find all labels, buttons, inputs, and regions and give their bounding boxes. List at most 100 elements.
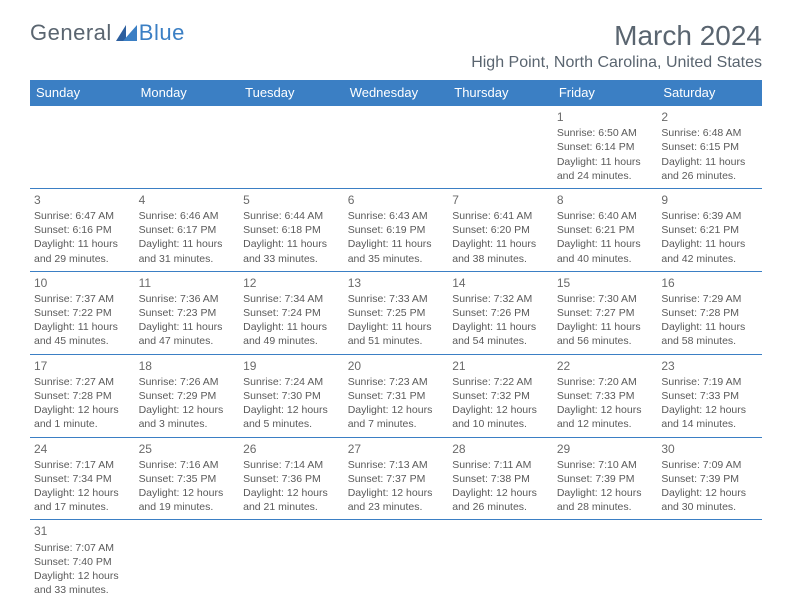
sunset-line: Sunset: 7:34 PM: [34, 472, 131, 486]
calendar-row: 17Sunrise: 7:27 AMSunset: 7:28 PMDayligh…: [30, 354, 762, 437]
day-number: 15: [557, 275, 654, 291]
logo-text-2: Blue: [139, 20, 185, 46]
day-number: 2: [661, 109, 758, 125]
day-cell: 19Sunrise: 7:24 AMSunset: 7:30 PMDayligh…: [239, 354, 344, 437]
daylight-line: Daylight: 12 hours and 21 minutes.: [243, 486, 340, 514]
day-cell: 8Sunrise: 6:40 AMSunset: 6:21 PMDaylight…: [553, 188, 658, 271]
daylight-line: Daylight: 11 hours and 54 minutes.: [452, 320, 549, 348]
daylight-line: Daylight: 11 hours and 42 minutes.: [661, 237, 758, 265]
day-cell: 23Sunrise: 7:19 AMSunset: 7:33 PMDayligh…: [657, 354, 762, 437]
day-cell: 13Sunrise: 7:33 AMSunset: 7:25 PMDayligh…: [344, 271, 449, 354]
day-number: 25: [139, 441, 236, 457]
sunset-line: Sunset: 7:39 PM: [557, 472, 654, 486]
day-number: 24: [34, 441, 131, 457]
sunset-line: Sunset: 7:28 PM: [34, 389, 131, 403]
day-number: 22: [557, 358, 654, 374]
calendar-row: 31Sunrise: 7:07 AMSunset: 7:40 PMDayligh…: [30, 520, 762, 602]
sunset-line: Sunset: 7:30 PM: [243, 389, 340, 403]
daylight-line: Daylight: 11 hours and 38 minutes.: [452, 237, 549, 265]
day-number: 8: [557, 192, 654, 208]
sunset-line: Sunset: 6:17 PM: [139, 223, 236, 237]
sunset-line: Sunset: 6:19 PM: [348, 223, 445, 237]
sunrise-line: Sunrise: 7:09 AM: [661, 458, 758, 472]
day-cell: 27Sunrise: 7:13 AMSunset: 7:37 PMDayligh…: [344, 437, 449, 520]
sunset-line: Sunset: 6:20 PM: [452, 223, 549, 237]
empty-cell: [344, 106, 449, 189]
day-number: 20: [348, 358, 445, 374]
sunrise-line: Sunrise: 7:13 AM: [348, 458, 445, 472]
empty-cell: [448, 106, 553, 189]
empty-cell: [239, 106, 344, 189]
sunrise-line: Sunrise: 6:41 AM: [452, 209, 549, 223]
day-cell: 26Sunrise: 7:14 AMSunset: 7:36 PMDayligh…: [239, 437, 344, 520]
day-number: 26: [243, 441, 340, 457]
sunrise-line: Sunrise: 7:10 AM: [557, 458, 654, 472]
sunset-line: Sunset: 7:36 PM: [243, 472, 340, 486]
sunset-line: Sunset: 7:28 PM: [661, 306, 758, 320]
day-number: 11: [139, 275, 236, 291]
empty-cell: [553, 520, 658, 602]
sunrise-line: Sunrise: 6:46 AM: [139, 209, 236, 223]
empty-cell: [239, 520, 344, 602]
daylight-line: Daylight: 12 hours and 12 minutes.: [557, 403, 654, 431]
sunrise-line: Sunrise: 7:26 AM: [139, 375, 236, 389]
calendar-header-row: SundayMondayTuesdayWednesdayThursdayFrid…: [30, 80, 762, 106]
day-cell: 30Sunrise: 7:09 AMSunset: 7:39 PMDayligh…: [657, 437, 762, 520]
day-cell: 22Sunrise: 7:20 AMSunset: 7:33 PMDayligh…: [553, 354, 658, 437]
sunrise-line: Sunrise: 7:11 AM: [452, 458, 549, 472]
day-cell: 28Sunrise: 7:11 AMSunset: 7:38 PMDayligh…: [448, 437, 553, 520]
sunrise-line: Sunrise: 6:50 AM: [557, 126, 654, 140]
sunset-line: Sunset: 6:21 PM: [557, 223, 654, 237]
sunset-line: Sunset: 7:26 PM: [452, 306, 549, 320]
sunset-line: Sunset: 7:29 PM: [139, 389, 236, 403]
day-cell: 15Sunrise: 7:30 AMSunset: 7:27 PMDayligh…: [553, 271, 658, 354]
day-number: 16: [661, 275, 758, 291]
day-cell: 31Sunrise: 7:07 AMSunset: 7:40 PMDayligh…: [30, 520, 135, 602]
title-block: March 2024 High Point, North Carolina, U…: [471, 20, 762, 72]
day-cell: 5Sunrise: 6:44 AMSunset: 6:18 PMDaylight…: [239, 188, 344, 271]
day-number: 3: [34, 192, 131, 208]
day-number: 10: [34, 275, 131, 291]
sunrise-line: Sunrise: 7:34 AM: [243, 292, 340, 306]
location-subtitle: High Point, North Carolina, United State…: [471, 54, 762, 72]
day-number: 9: [661, 192, 758, 208]
calendar-row: 10Sunrise: 7:37 AMSunset: 7:22 PMDayligh…: [30, 271, 762, 354]
calendar-row: 3Sunrise: 6:47 AMSunset: 6:16 PM Daylight…: [30, 188, 762, 271]
day-cell: 17Sunrise: 7:27 AMSunset: 7:28 PMDayligh…: [30, 354, 135, 437]
sunrise-line: Sunrise: 7:20 AM: [557, 375, 654, 389]
day-number: 5: [243, 192, 340, 208]
sunrise-line: Sunrise: 6:47 AM: [34, 209, 131, 223]
day-cell: 29Sunrise: 7:10 AMSunset: 7:39 PMDayligh…: [553, 437, 658, 520]
empty-cell: [135, 106, 240, 189]
calendar-body: 1Sunrise: 6:50 AMSunset: 6:14 PMDaylight…: [30, 106, 762, 603]
logo: General Blue: [30, 20, 185, 46]
daylight-line: Daylight: 12 hours and 30 minutes.: [661, 486, 758, 514]
weekday-header: Thursday: [448, 80, 553, 106]
day-cell: 9Sunrise: 6:39 AMSunset: 6:21 PMDaylight…: [657, 188, 762, 271]
sunrise-line: Sunrise: 6:48 AM: [661, 126, 758, 140]
day-number: 19: [243, 358, 340, 374]
weekday-header: Wednesday: [344, 80, 449, 106]
day-cell: 14Sunrise: 7:32 AMSunset: 7:26 PMDayligh…: [448, 271, 553, 354]
day-cell: 20Sunrise: 7:23 AMSunset: 7:31 PMDayligh…: [344, 354, 449, 437]
sunrise-line: Sunrise: 6:44 AM: [243, 209, 340, 223]
day-cell: 7Sunrise: 6:41 AMSunset: 6:20 PMDaylight…: [448, 188, 553, 271]
daylight-line: Daylight: 11 hours and 35 minutes.: [348, 237, 445, 265]
daylight-line: Daylight: 11 hours and 58 minutes.: [661, 320, 758, 348]
day-number: 17: [34, 358, 131, 374]
sunrise-line: Sunrise: 7:30 AM: [557, 292, 654, 306]
empty-cell: [135, 520, 240, 602]
sunset-line: Sunset: 6:15 PM: [661, 140, 758, 154]
day-number: 18: [139, 358, 236, 374]
day-number: 12: [243, 275, 340, 291]
day-cell: 25Sunrise: 7:16 AMSunset: 7:35 PMDayligh…: [135, 437, 240, 520]
daylight-line: Daylight: 12 hours and 23 minutes.: [348, 486, 445, 514]
day-cell: 2Sunrise: 6:48 AMSunset: 6:15 PMDaylight…: [657, 106, 762, 189]
day-number: 31: [34, 523, 131, 539]
day-cell: 4Sunrise: 6:46 AMSunset: 6:17 PMDaylight…: [135, 188, 240, 271]
month-title: March 2024: [471, 20, 762, 52]
sunrise-line: Sunrise: 6:43 AM: [348, 209, 445, 223]
sunset-line: Sunset: 6:16 PM: [34, 223, 131, 237]
sunset-line: Sunset: 7:39 PM: [661, 472, 758, 486]
daylight-line: Daylight: 12 hours and 19 minutes.: [139, 486, 236, 514]
